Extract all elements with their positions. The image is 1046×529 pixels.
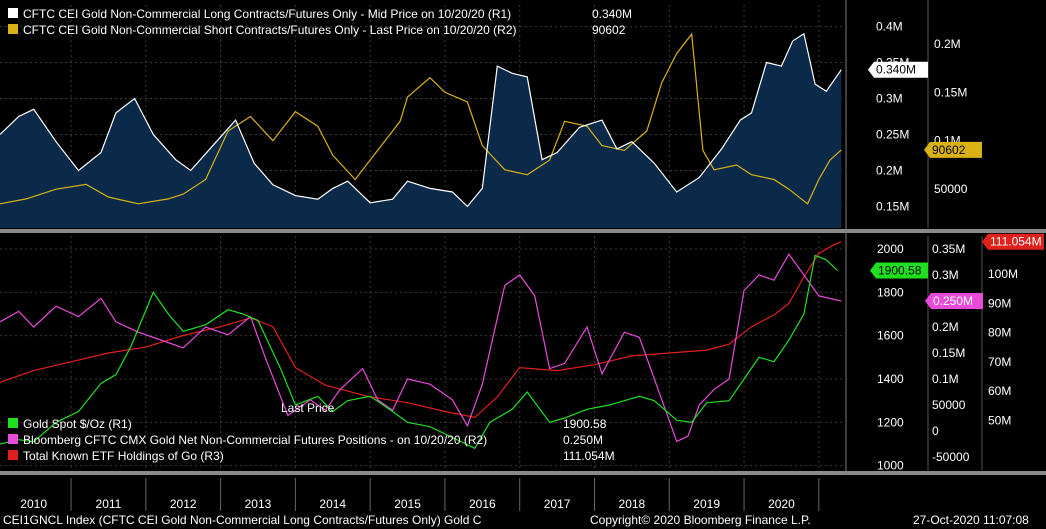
gold-last-value: 1900.58 bbox=[878, 264, 922, 278]
x-tick-label: 2015 bbox=[394, 497, 421, 511]
x-tick-label: 2012 bbox=[170, 497, 197, 511]
footer: CEI1GNCL Index (CFTC CEI Gold Non-Commer… bbox=[0, 511, 1046, 529]
r2-tick-label: 0 bbox=[932, 424, 939, 438]
x-tick-label: 2018 bbox=[619, 497, 646, 511]
x-tick-label: 2016 bbox=[469, 497, 496, 511]
r2-tick-label: 0.15M bbox=[934, 85, 967, 99]
legend-label: Total Known ETF Holdings of Go (R3) bbox=[23, 449, 224, 463]
long-last-value-bg bbox=[868, 61, 928, 78]
r1-tick-label: 0.2M bbox=[876, 163, 903, 177]
positions-last-value-bg bbox=[925, 293, 983, 309]
r3-tick-label: 100M bbox=[988, 267, 1018, 281]
r2-tick-label: 0.2M bbox=[932, 320, 959, 334]
legend-label: CFTC CEI Gold Non-Commercial Short Contr… bbox=[23, 23, 517, 37]
legend-swatch bbox=[8, 8, 18, 18]
legend-label: CFTC CEI Gold Non-Commercial Long Contra… bbox=[23, 7, 511, 21]
x-tick-label: 2010 bbox=[20, 497, 47, 511]
r1-tick-label: 1200 bbox=[877, 415, 904, 429]
etf-series-line bbox=[0, 241, 842, 419]
legend-value: 90602 bbox=[592, 23, 626, 37]
legend-value: 0.250M bbox=[563, 433, 603, 447]
r2-tick-label: 0.15M bbox=[932, 346, 965, 360]
r3-tick-label: 70M bbox=[988, 355, 1011, 369]
r3-tick-label: 90M bbox=[988, 296, 1011, 310]
bottom-panel: 1000 1200 1400 1600 1800 2000 -50000 0 50000 0.1M… bbox=[0, 233, 1044, 473]
r2-tick-label: 0.1M bbox=[932, 372, 959, 386]
panel-divider-bottom bbox=[0, 471, 1046, 475]
x-tick-label: 2014 bbox=[319, 497, 346, 511]
x-tick-label: 2013 bbox=[245, 497, 272, 511]
legend-swatch bbox=[8, 450, 18, 460]
footer-timestamp: 27-Oct-2020 11:07:08 bbox=[913, 513, 1029, 527]
r1-tick-label: 0.4M bbox=[876, 20, 903, 34]
long-area-fill bbox=[0, 33, 842, 228]
legend-swatch bbox=[8, 24, 18, 34]
footer-ticker: CEI1GNCL Index (CFTC CEI Gold Non-Commer… bbox=[3, 513, 482, 527]
long-last-value: 0.340M bbox=[876, 63, 916, 77]
positions-last-value: 0.250M bbox=[933, 294, 973, 308]
etf-last-value: 111.054M bbox=[990, 235, 1042, 249]
r1-tick-label: 1800 bbox=[877, 285, 904, 299]
panel-divider bbox=[0, 229, 1046, 233]
r2-tick-label: 50000 bbox=[934, 182, 968, 196]
r2-tick-label: 0.2M bbox=[934, 37, 961, 51]
r2-tick-label: 0.35M bbox=[932, 242, 965, 256]
long-series-line bbox=[0, 32, 842, 208]
r2-tick-label: -50000 bbox=[932, 450, 970, 464]
top-panel: 0.15M0.2M0.25M0.3M0.35M0.4M500000.1M0.15… bbox=[0, 0, 982, 228]
x-tick-label: 2011 bbox=[96, 497, 122, 511]
last-price-annotation: Last Price bbox=[281, 401, 335, 415]
r2-tick-label: 50000 bbox=[932, 398, 966, 412]
legend-value: 1900.58 bbox=[563, 417, 607, 431]
x-tick-label: 2020 bbox=[768, 497, 795, 511]
r1-tick-label: 0.15M bbox=[876, 199, 909, 213]
r1-tick-label: 0.3M bbox=[876, 92, 903, 106]
legend-label: Gold Spot $/Oz (R1) bbox=[23, 417, 132, 431]
gold-series-line bbox=[0, 254, 838, 450]
legend-swatch bbox=[8, 418, 18, 428]
x-tick-label: 2019 bbox=[693, 497, 720, 511]
r2-tick-label: 0.3M bbox=[932, 268, 959, 282]
r1-tick-label: 1600 bbox=[877, 329, 904, 343]
r3-tick-label: 80M bbox=[988, 326, 1011, 340]
x-tick-label: 2017 bbox=[544, 497, 571, 511]
footer-copyright: Copyright© 2020 Bloomberg Finance L.P. bbox=[590, 513, 811, 527]
r3-tick-label: 60M bbox=[988, 384, 1011, 398]
short-series-line bbox=[0, 32, 842, 205]
legend-swatch bbox=[8, 434, 18, 444]
positions-series-line bbox=[0, 253, 842, 443]
legend-value: 111.054M bbox=[563, 449, 615, 463]
r1-tick-label: 2000 bbox=[877, 242, 904, 256]
short-last-value: 90602 bbox=[932, 143, 966, 157]
legend-label: Bloomberg CFTC CMX Gold Net Non-Commerci… bbox=[23, 433, 487, 447]
r3-tick-label: 50M bbox=[988, 413, 1011, 427]
x-axis: 2010 2011 2012 2013 2014 2015 2016 2017 2018 2019… bbox=[20, 478, 820, 511]
r1-tick-label: 1000 bbox=[877, 459, 904, 473]
etf-last-value-bg bbox=[982, 233, 1044, 250]
legend-value: 0.340M bbox=[592, 7, 632, 21]
r1-tick-label: 0.25M bbox=[876, 127, 909, 141]
gold-last-value-bg bbox=[870, 262, 928, 279]
r1-tick-label: 1400 bbox=[877, 372, 904, 386]
short-last-value-bg bbox=[924, 141, 982, 158]
